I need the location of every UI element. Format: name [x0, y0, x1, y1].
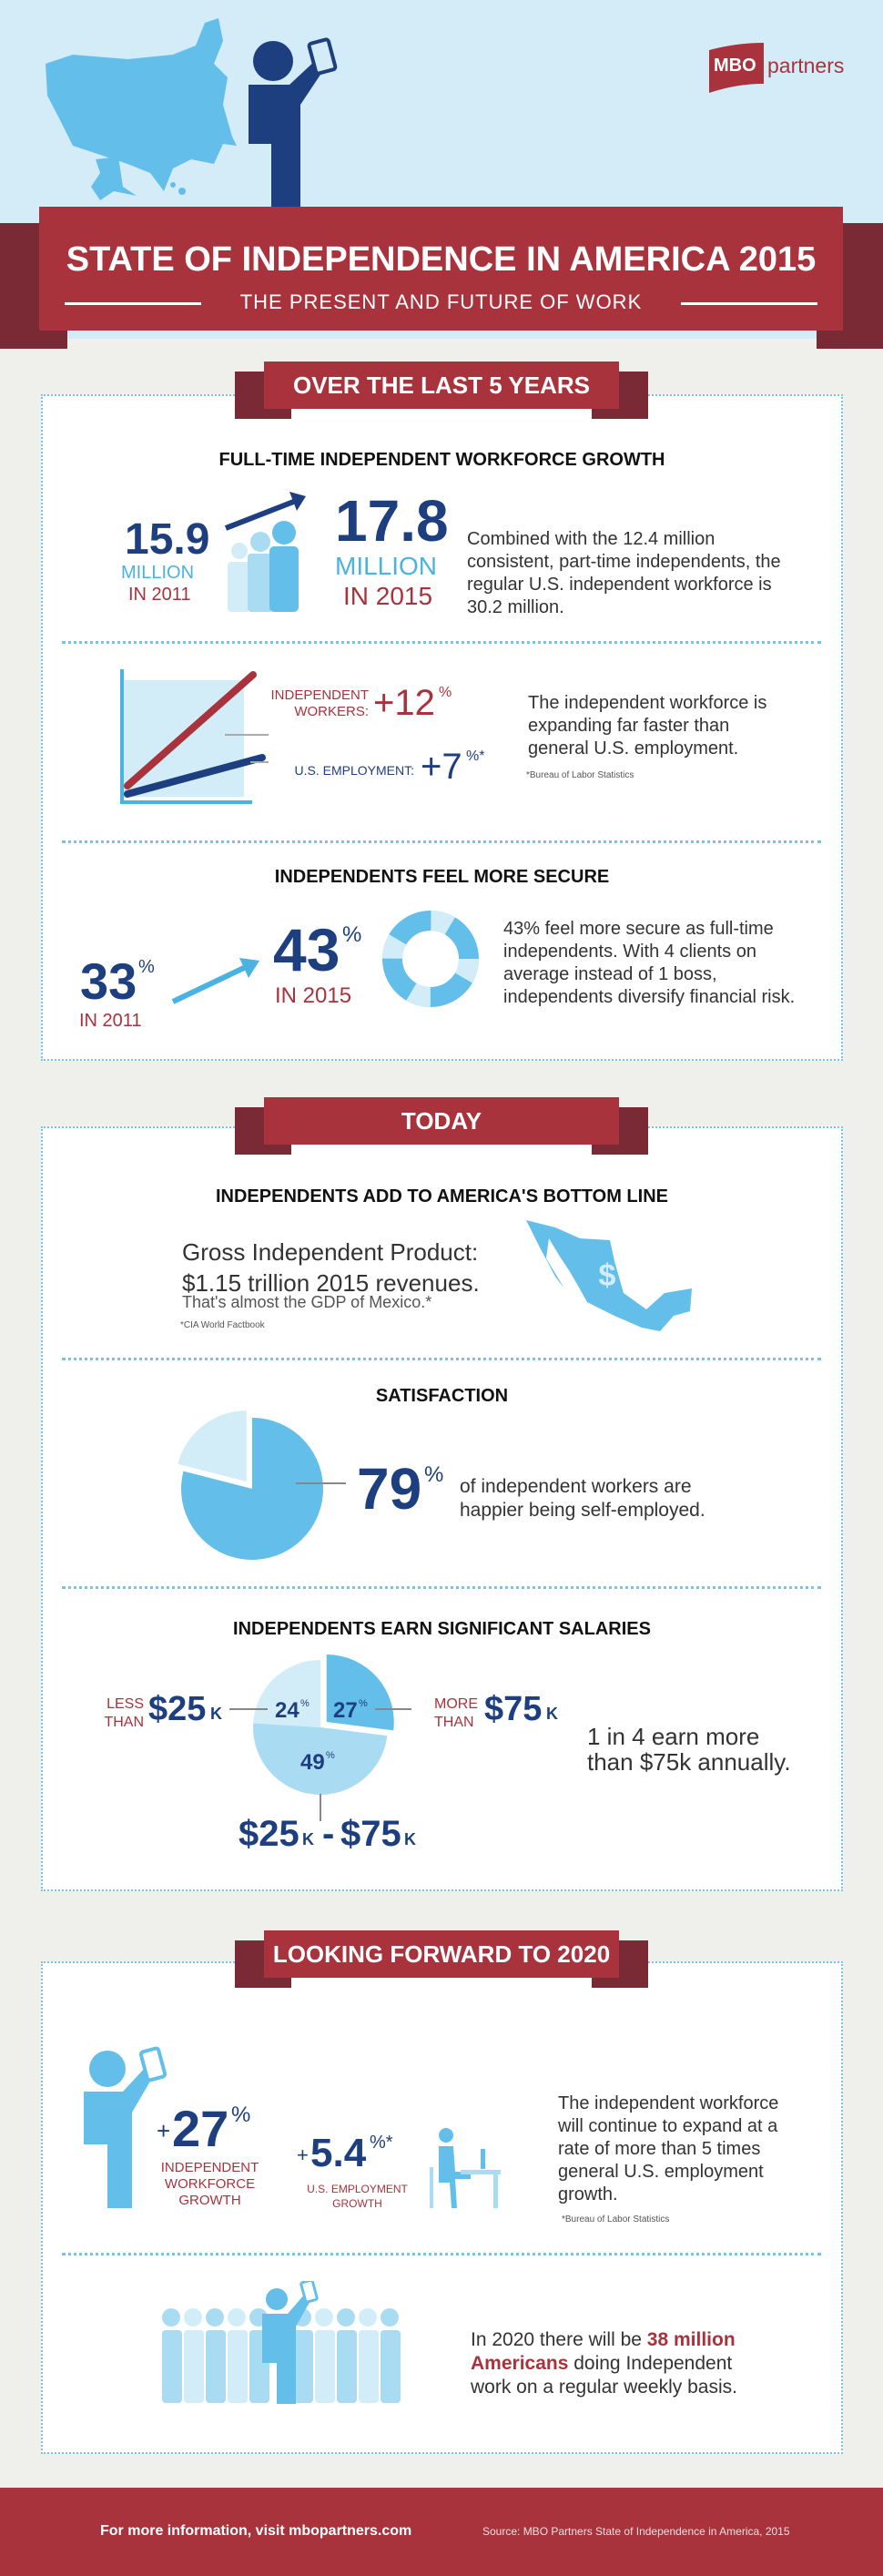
line-chart-icon — [120, 669, 269, 804]
section-heading: LOOKING FORWARD TO 2020 — [264, 1930, 619, 1978]
section-heading: OVER THE LAST 5 YEARS — [264, 361, 619, 409]
life-ring-icon — [382, 911, 479, 1007]
forward-text: The independent workforce will continue … — [558, 2093, 779, 2204]
americans-text: In 2020 there will be 38 million America… — [471, 2329, 737, 2398]
independent-workers-line — [124, 671, 257, 789]
pie-slice-79 — [181, 1418, 324, 1560]
mexico-map-dollar-icon: $ — [526, 1220, 692, 1331]
gdp-note: That's almost the GDP of Mexico.* — [182, 1293, 432, 1311]
section-heading: TODAY — [264, 1097, 619, 1145]
crowd-icon — [162, 2281, 401, 2404]
svg-text:$: $ — [599, 1258, 616, 1293]
footnote: *Bureau of Labor Statistics — [526, 770, 634, 780]
slice-label-49: 49% — [300, 1750, 335, 1775]
value-2015: 17.8 — [335, 488, 449, 554]
people-growth-icon — [224, 492, 306, 612]
value-2011: 15.9 — [125, 515, 210, 564]
footnote: *CIA World Factbook — [180, 1320, 265, 1330]
pie-slice-21 — [178, 1410, 247, 1482]
pie-slice-less-25k — [253, 1660, 320, 1727]
divider — [62, 840, 821, 843]
salaries-text: 1 in 4 earn more than $75k annually. — [587, 1723, 791, 1776]
unit-label: MILLION — [335, 552, 438, 580]
divider — [65, 302, 201, 305]
footer: For more information, visit mbopartners.… — [0, 2488, 883, 2576]
person-with-tablet-icon — [262, 2288, 311, 2404]
year-label: IN 2015 — [343, 582, 433, 610]
indep-label: WORKERS: — [294, 704, 369, 719]
crowd-person — [162, 2308, 182, 2403]
person-with-tablet-icon — [249, 37, 338, 209]
divider — [62, 2253, 821, 2255]
highlight-38-million: 38 million Americans — [471, 2329, 736, 2374]
indep-growth-value: + 27 % — [157, 2100, 251, 2157]
salaries-pie-chart — [229, 1655, 411, 1821]
arrow-up-right-icon — [171, 958, 259, 1004]
tablet-icon — [299, 2281, 319, 2304]
satisfaction-text: of independent workers are happier being… — [460, 1476, 705, 1521]
divider — [62, 1358, 821, 1360]
compare-text: The independent workforce is expanding f… — [528, 693, 767, 759]
section-title: SATISFACTION — [375, 1386, 509, 1406]
pie-slice-more-75k — [326, 1655, 394, 1731]
title-banner: STATE OF INDEPENDENCE IN AMERICA 2015 TH… — [39, 207, 843, 331]
us-label: U.S. EMPLOYMENT: — [294, 763, 414, 778]
25k-to-75k: $25 K - $75 K — [239, 1814, 416, 1854]
indep-value: +12 % — [373, 683, 452, 723]
divider — [681, 302, 817, 305]
more-info-link[interactable]: For more information, visit mbopartners.… — [100, 2523, 412, 2539]
crowd-person — [206, 2308, 226, 2403]
us-value: +7 %* — [421, 747, 485, 787]
year-label: IN 2011 — [128, 585, 191, 605]
pie-slice-25k-75k — [253, 1723, 388, 1795]
person-at-desk-icon — [430, 2128, 501, 2208]
secure-text: 43% feel more secure as full-time indepe… — [503, 919, 796, 1007]
us-growth-value: + 5.4 %* — [297, 2131, 393, 2175]
us-employment-line — [124, 754, 266, 798]
unit-label: MILLION — [121, 563, 195, 583]
slice-label-24: 24% — [275, 1698, 310, 1723]
mbo-partners-logo: MBO partners — [709, 43, 859, 93]
satisfaction-value: 79 % — [357, 1456, 444, 1522]
page-subtitle: THE PRESENT AND FUTURE OF WORK — [239, 290, 643, 313]
crowd-person — [228, 2308, 248, 2403]
card-today — [41, 1126, 843, 1891]
crowd-person — [359, 2308, 379, 2403]
us-map-icon — [46, 18, 237, 200]
value-2015: 43 % — [273, 916, 362, 983]
year-label: IN 2011 — [79, 1011, 142, 1031]
more-than-75k: $75 K — [484, 1690, 558, 1728]
less-than-25k: $25 K — [148, 1690, 222, 1728]
crowd-person — [381, 2308, 401, 2403]
divider — [62, 641, 821, 644]
crowd-person — [337, 2308, 357, 2403]
growth-text: Combined with the 12.4 million consisten… — [467, 529, 781, 617]
crowd-person — [315, 2308, 335, 2403]
section-title: INDEPENDENTS FEEL MORE SECURE — [274, 867, 610, 887]
divider — [62, 1586, 821, 1589]
section-title: FULL-TIME INDEPENDENT WORKFORCE GROWTH — [218, 450, 665, 470]
gip-label: Gross Independent Product: — [182, 1238, 479, 1266]
gip-value: $1.15 trillion 2015 revenues. — [182, 1269, 480, 1297]
footnote: *Bureau of Labor Statistics — [562, 2215, 670, 2225]
chart-axes — [120, 669, 252, 804]
page-title: STATE OF INDEPENDENCE IN AMERICA 2015 — [66, 240, 817, 279]
year-label: IN 2015 — [275, 983, 352, 1008]
indep-label: INDEPENDENT — [270, 687, 369, 703]
slice-label-27: 27% — [333, 1698, 368, 1723]
section-title: INDEPENDENTS ADD TO AMERICA'S BOTTOM LIN… — [215, 1186, 668, 1207]
person-with-tablet-icon — [84, 2046, 167, 2208]
source-text: Source: MBO Partners State of Independen… — [482, 2525, 790, 2538]
value-2011: 33 % — [80, 952, 155, 1010]
satisfaction-pie-chart — [178, 1410, 346, 1560]
section-title: INDEPENDENTS EARN SIGNIFICANT SALARIES — [233, 1619, 651, 1639]
crowd-person — [184, 2308, 204, 2403]
